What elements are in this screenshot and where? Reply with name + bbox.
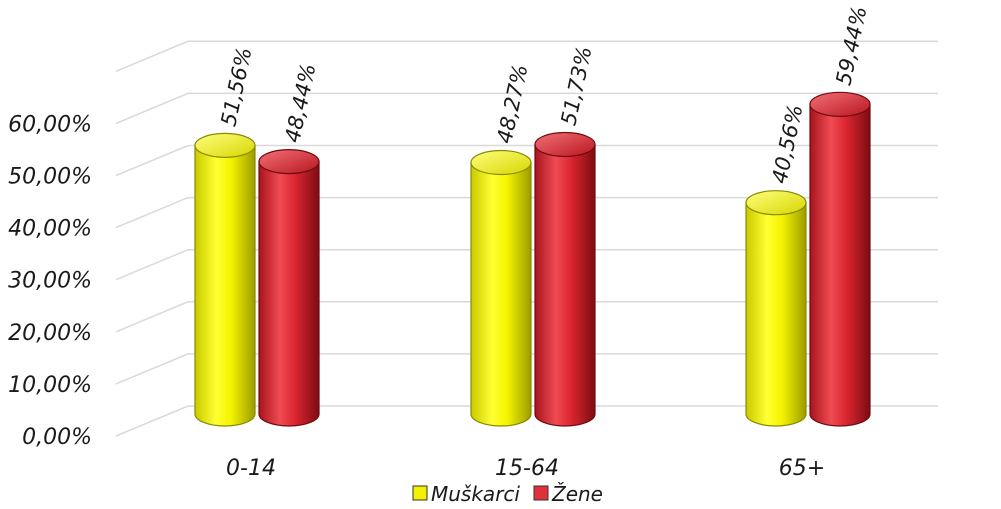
x-category-label: 65+ xyxy=(779,456,825,481)
data-label: 48,27% xyxy=(492,62,532,145)
bars xyxy=(194,91,871,427)
bar-body xyxy=(745,202,807,427)
y-tick-label: 30,00% xyxy=(8,269,92,294)
bar-top xyxy=(194,132,256,158)
bar-body xyxy=(809,103,871,427)
legend: Muškarci Žene xyxy=(412,482,603,506)
gridline xyxy=(115,40,938,72)
bar-body xyxy=(534,143,596,427)
gridlines xyxy=(115,40,938,437)
y-tick-label: 10,00% xyxy=(8,373,92,398)
y-tick-label: 50,00% xyxy=(8,165,92,190)
bar xyxy=(258,149,320,427)
bar xyxy=(470,149,532,427)
legend-swatch-muskarci xyxy=(412,485,428,501)
bar-body xyxy=(470,161,532,427)
bar-top xyxy=(809,91,871,117)
legend-item-muskarci: Muškarci xyxy=(412,482,520,506)
data-label: 51,56% xyxy=(216,45,256,128)
y-tick-label: 60,00% xyxy=(8,112,92,137)
bar-top xyxy=(534,131,596,158)
x-category-label: 0-14 xyxy=(226,456,276,481)
y-tick-label: 0,00% xyxy=(22,425,92,450)
y-axis-ticks: 0,00% 10,00% 20,00% 30,00% 40,00% 50,00% 60,00… xyxy=(8,112,92,450)
bar-top xyxy=(470,149,532,176)
data-label: 51,73% xyxy=(556,44,596,127)
gridline xyxy=(115,405,938,437)
bar-top xyxy=(258,149,320,175)
legend-swatch-zene xyxy=(533,485,549,501)
data-label: 40,56% xyxy=(767,102,807,185)
bar-body xyxy=(258,161,320,427)
gridline xyxy=(115,353,938,385)
legend-item-zene: Žene xyxy=(533,482,603,506)
y-tick-label: 40,00% xyxy=(8,217,92,242)
gridline xyxy=(115,92,938,125)
bar-top xyxy=(745,190,807,216)
bar xyxy=(809,91,871,427)
gridline xyxy=(115,196,938,229)
gridline xyxy=(115,301,938,333)
y-tick-label: 20,00% xyxy=(8,321,92,346)
bar xyxy=(534,131,596,427)
gridline xyxy=(115,144,938,177)
x-category-label: 15-64 xyxy=(495,456,559,481)
legend-label-muskarci: Muškarci xyxy=(431,482,520,506)
data-label: 59,44% xyxy=(831,4,871,87)
legend-label-zene: Žene xyxy=(551,482,603,506)
gridline xyxy=(115,248,938,281)
bar xyxy=(745,190,807,427)
bar xyxy=(194,132,256,427)
bar-body xyxy=(194,144,256,427)
data-label: 48,44% xyxy=(280,61,320,144)
x-axis-categories: 0-14 15-64 65+ xyxy=(226,456,825,481)
